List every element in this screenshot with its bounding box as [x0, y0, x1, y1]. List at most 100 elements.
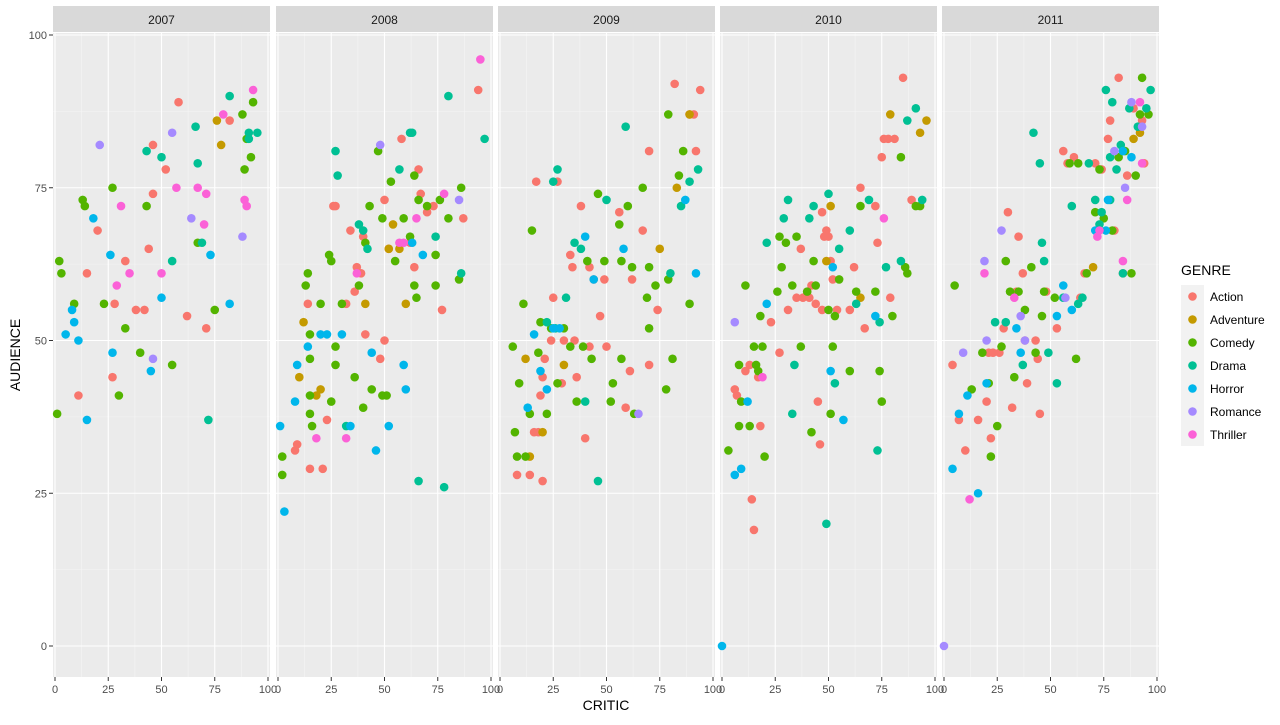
data-point-drama	[358, 226, 368, 235]
data-point-action	[595, 311, 605, 321]
data-point-action	[766, 317, 776, 327]
data-point-comedy	[57, 268, 66, 278]
data-point-drama	[1029, 128, 1038, 138]
data-point-action	[174, 97, 183, 107]
data-point-comedy	[1131, 171, 1140, 180]
data-point-action	[473, 85, 483, 95]
x-tick-label: 25	[547, 684, 559, 696]
data-point-comedy	[685, 299, 694, 309]
data-point-action	[885, 293, 895, 303]
data-point-comedy	[1082, 268, 1092, 278]
x-tick-label: 25	[102, 684, 114, 696]
data-point-action	[512, 470, 522, 480]
x-tick-label: 0	[941, 684, 947, 696]
facet-panels: 2007 2008 2009 2010 2011	[52, 6, 1159, 677]
legend-entry-action: Action	[1181, 285, 1243, 308]
data-point-drama	[1097, 207, 1106, 217]
data-point-horror	[736, 464, 746, 474]
data-point-action	[747, 495, 757, 504]
data-point-horror	[1127, 152, 1136, 162]
data-point-comedy	[644, 323, 654, 333]
data-point-thriller	[412, 214, 421, 223]
data-point-comedy	[238, 110, 247, 119]
legend-entry-drama: Drama	[1181, 354, 1246, 377]
data-point-thriller	[112, 281, 122, 290]
facet-strip	[276, 6, 493, 32]
data-point-drama	[693, 165, 703, 174]
data-point-drama	[576, 244, 586, 254]
data-point-horror	[948, 464, 957, 474]
data-point-comedy	[809, 256, 818, 266]
data-point-comedy	[856, 201, 865, 211]
data-point-action	[600, 275, 609, 284]
data-point-comedy	[331, 342, 340, 351]
data-point-drama	[1095, 220, 1104, 229]
data-point-horror	[555, 323, 564, 333]
data-point-horror	[982, 378, 991, 388]
data-point-romance	[980, 256, 989, 266]
data-point-drama	[1073, 299, 1083, 309]
data-point-horror	[717, 641, 727, 651]
data-point-drama	[790, 360, 799, 370]
data-point-action	[691, 146, 701, 156]
data-point-drama	[1052, 378, 1062, 388]
data-point-adventure	[395, 244, 404, 254]
data-point-comedy	[734, 360, 744, 370]
data-point-comedy	[365, 201, 374, 211]
data-point-drama	[1142, 104, 1151, 113]
data-point-comedy	[1031, 348, 1040, 358]
data-point-action	[322, 415, 332, 425]
data-point-comedy	[617, 354, 626, 364]
data-point-drama	[896, 256, 906, 266]
data-point-horror	[542, 385, 552, 394]
data-point-drama	[142, 146, 151, 156]
data-point-comedy	[1095, 165, 1104, 174]
x-tick-label: 50	[155, 684, 167, 696]
data-point-comedy	[99, 299, 109, 309]
data-point-drama	[1001, 317, 1011, 327]
legend-title: GENRE	[1181, 262, 1231, 278]
data-point-comedy	[565, 342, 575, 351]
data-point-action	[907, 195, 916, 205]
data-point-comedy	[435, 195, 445, 205]
data-point-comedy	[337, 299, 347, 309]
data-point-horror	[580, 232, 590, 241]
data-point-action	[644, 146, 654, 156]
data-point-comedy	[997, 342, 1006, 351]
data-point-action	[948, 360, 957, 370]
data-point-horror	[82, 415, 92, 425]
data-point-romance	[148, 354, 158, 364]
data-point-comedy	[734, 421, 744, 431]
data-point-action	[422, 207, 432, 217]
data-point-comedy	[431, 250, 440, 260]
data-point-comedy	[1137, 73, 1147, 83]
data-point-horror	[1016, 348, 1025, 358]
data-point-drama	[1037, 238, 1047, 248]
y-tick-label: 25	[35, 488, 47, 500]
data-point-action	[890, 134, 899, 144]
data-point-comedy	[527, 226, 537, 235]
data-point-comedy	[301, 281, 310, 290]
data-point-action	[898, 73, 908, 83]
facet-panel-2008: 2008	[275, 6, 493, 677]
data-point-comedy	[787, 281, 797, 290]
data-point-adventure	[316, 385, 325, 394]
data-point-comedy	[277, 470, 287, 480]
data-point-adventure	[685, 110, 694, 119]
data-point-action	[350, 287, 359, 296]
data-point-action	[140, 305, 149, 315]
data-point-drama	[225, 91, 234, 101]
data-point-thriller	[1118, 256, 1128, 266]
data-point-action	[559, 336, 569, 345]
data-point-thriller	[1095, 226, 1104, 235]
data-point-romance	[997, 226, 1006, 235]
data-point-drama	[1101, 85, 1111, 95]
data-point-action	[845, 305, 855, 315]
data-point-action	[303, 299, 313, 309]
data-point-action	[525, 470, 535, 480]
data-point-adventure	[672, 183, 682, 193]
data-point-adventure	[922, 116, 931, 125]
data-point-adventure	[856, 293, 865, 303]
data-point-thriller	[193, 183, 203, 193]
data-point-action	[625, 366, 635, 376]
